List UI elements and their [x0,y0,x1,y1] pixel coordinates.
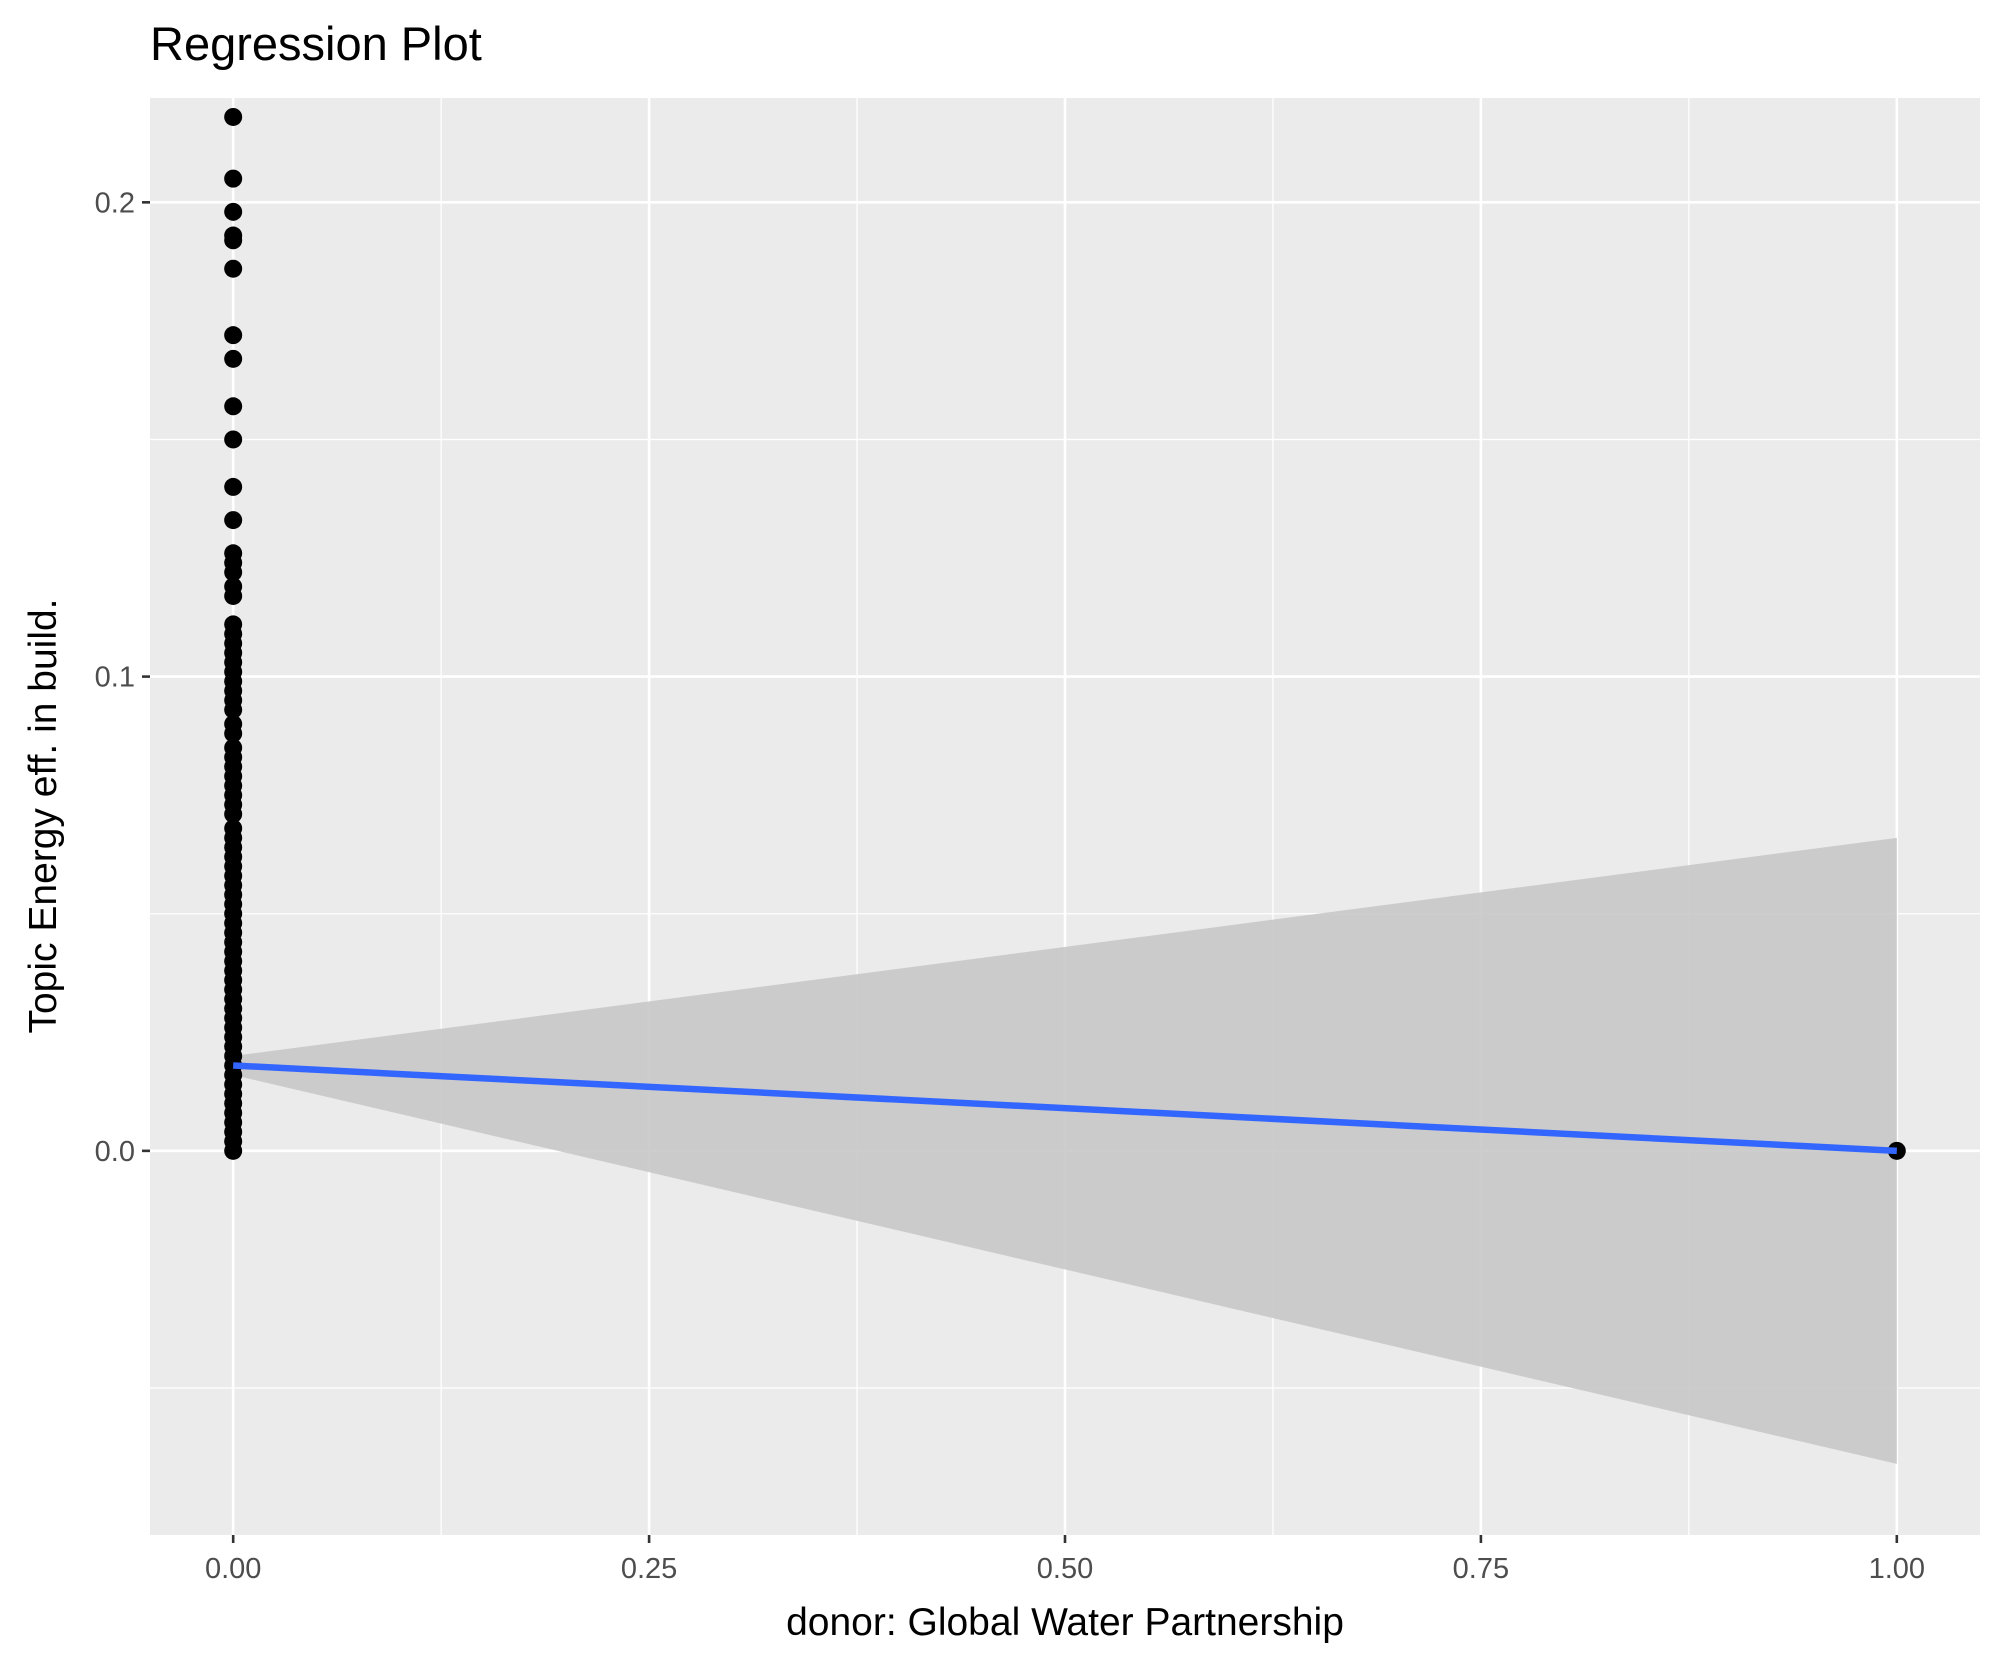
regression-line [233,1062,1897,1155]
x-axis: 0.00 0.25 0.50 0.75 1.00 [205,1535,1925,1585]
confidence-band [233,837,1897,1464]
chart-title: Regression Plot [150,17,482,70]
data-point [224,326,243,345]
x-tick-label: 1.00 [1869,1553,1925,1585]
x-tick-label: 0.75 [1453,1553,1509,1585]
x-tick-label: 0.50 [1037,1553,1093,1585]
data-point [224,586,243,605]
confidence-band-layer [233,837,1897,1464]
data-point [224,805,243,824]
data-point [224,202,243,221]
data-point [224,259,243,278]
data-point [224,477,243,496]
y-tick-label: 0.1 [95,662,135,694]
x-axis-label: donor: Global Water Partnership [786,1601,1344,1644]
x-tick-label: 0.00 [205,1553,261,1585]
data-point [224,1141,243,1160]
data-point [224,107,243,126]
data-point [224,169,243,188]
data-point [224,724,243,743]
data-point [224,511,243,530]
data-points-layer [224,107,1906,1160]
y-tick-label: 0.2 [95,187,135,219]
y-tick-label: 0.0 [95,1136,135,1168]
data-point [224,231,243,250]
y-axis-label: Topic Energy eff. in build. [22,598,65,1033]
data-point [224,430,243,449]
y-axis: 0.0 0.1 0.2 [95,187,150,1168]
fit-line-layer [233,1062,1897,1155]
data-point [224,563,243,582]
data-point [224,700,243,719]
x-tick-label: 0.25 [621,1553,677,1585]
data-point [224,349,243,368]
data-point [224,397,243,416]
